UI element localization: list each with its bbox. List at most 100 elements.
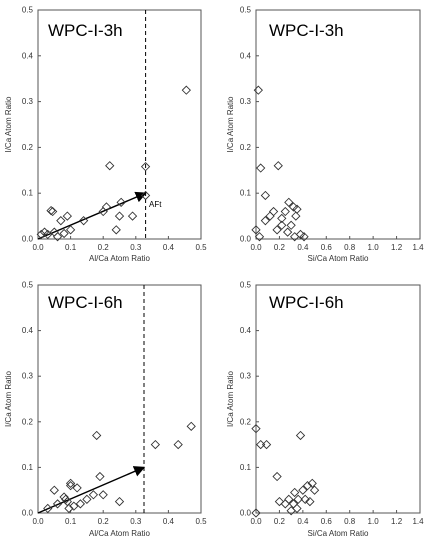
y-tick-label: 0.5 xyxy=(22,6,34,15)
data-point xyxy=(251,424,261,434)
y-tick-labels: 0.0 0.1 0.2 0.3 0.4 0.5 xyxy=(22,281,34,518)
x-tick-label: 0.0 xyxy=(250,517,262,526)
x-tick-labels: 0.0 0.2 0.4 0.6 0.8 1.0 1.2 1.4 xyxy=(250,243,424,252)
x-tick-label: 0.8 xyxy=(344,243,356,252)
y-tick-label: 0.1 xyxy=(240,189,252,198)
x-tick-label: 0.5 xyxy=(195,517,207,526)
x-tick-label: 1.0 xyxy=(368,517,380,526)
x-tick-label: 1.0 xyxy=(368,243,380,252)
x-tick-label: 0.4 xyxy=(297,243,309,252)
y-tick-label: 0.3 xyxy=(240,372,252,381)
data-point xyxy=(62,211,72,221)
data-point xyxy=(173,439,183,450)
x-axis-label: Si/Ca Atom Ratio xyxy=(308,529,369,538)
aft-annotation: AFt xyxy=(149,200,162,209)
panel-al-3h: WPC-I-3h AFt 0.0 0.1 0.2 0.3 0.4 0.5 0.0… xyxy=(4,6,207,264)
data-point xyxy=(75,499,86,509)
data-point xyxy=(284,197,294,207)
data-point xyxy=(116,197,126,207)
data-point xyxy=(293,494,303,504)
y-tick-label: 0.3 xyxy=(22,97,34,106)
y-axis-label: I/Ca Atom Ratio xyxy=(4,96,13,153)
data-point xyxy=(49,485,59,495)
data-point xyxy=(282,227,293,237)
data-point xyxy=(302,481,313,491)
data-point xyxy=(111,225,121,235)
y-tick-label: 0.2 xyxy=(240,143,252,152)
panel-title: WPC-I-3h xyxy=(269,21,344,40)
data-point xyxy=(277,213,287,224)
y-axis-label: I/Ca Atom Ratio xyxy=(4,370,13,427)
data-point xyxy=(295,430,306,441)
data-point xyxy=(140,190,151,201)
y-tick-label: 0.2 xyxy=(240,417,252,426)
data-point xyxy=(272,225,282,235)
data-point xyxy=(52,499,63,509)
y-tick-label: 0.1 xyxy=(22,463,34,472)
data-points xyxy=(251,9,421,242)
data-point xyxy=(309,485,320,495)
y-tick-label: 0.1 xyxy=(22,189,34,198)
data-point xyxy=(292,204,302,214)
x-tick-labels: 0.0 0.1 0.2 0.3 0.4 0.5 xyxy=(32,243,207,252)
data-point xyxy=(105,161,115,171)
y-tick-label: 0.4 xyxy=(240,326,252,335)
data-point xyxy=(95,471,105,482)
x-axis-label: Al/Ca Atom Ratio xyxy=(89,529,150,538)
y-tick-label: 0.5 xyxy=(240,6,252,15)
trend-arrow xyxy=(37,191,147,240)
y-tick-label: 0.0 xyxy=(22,509,34,518)
data-point xyxy=(299,232,309,242)
data-point xyxy=(307,478,317,488)
data-point xyxy=(43,229,53,240)
data-point xyxy=(286,220,296,230)
y-tick-label: 0.0 xyxy=(240,509,252,518)
data-point xyxy=(277,220,287,230)
panel-si-6h: WPC-I-6h 0.0 0.1 0.2 0.3 0.4 0.5 0.0 0.2… xyxy=(226,281,424,539)
data-point xyxy=(48,206,58,217)
y-axis-label: I/Ca Atom Ratio xyxy=(226,96,235,153)
x-tick-label: 0.4 xyxy=(297,517,309,526)
y-axis-label: I/Ca Atom Ratio xyxy=(226,370,235,427)
x-tick-label: 0.5 xyxy=(195,243,207,252)
x-tick-label: 0.8 xyxy=(344,517,356,526)
data-points xyxy=(37,284,202,514)
data-point xyxy=(72,483,82,493)
data-point xyxy=(260,190,271,201)
data-point xyxy=(181,85,191,95)
data-points xyxy=(36,9,202,242)
plot-frame xyxy=(255,9,421,240)
data-point xyxy=(260,216,271,226)
x-tick-label: 1.2 xyxy=(391,517,403,526)
data-point xyxy=(268,206,279,217)
x-tick-label: 0.1 xyxy=(65,517,77,526)
data-point xyxy=(251,225,261,235)
data-point xyxy=(280,206,290,217)
x-tick-label: 0.3 xyxy=(130,243,142,252)
data-point xyxy=(114,496,125,507)
x-tick-label: 1.4 xyxy=(412,517,424,526)
data-point xyxy=(261,439,272,450)
plot-frame xyxy=(37,9,202,240)
data-point xyxy=(52,232,63,242)
data-point xyxy=(254,232,265,242)
data-point xyxy=(61,494,71,504)
data-point xyxy=(292,503,302,514)
data-point xyxy=(36,229,46,240)
data-point xyxy=(46,205,56,216)
data-point xyxy=(69,501,79,511)
x-tick-label: 0.6 xyxy=(321,243,333,252)
y-tick-label: 0.3 xyxy=(240,97,252,106)
panel-title: WPC-I-6h xyxy=(269,293,344,312)
data-point xyxy=(114,211,125,221)
data-point xyxy=(88,490,99,500)
panel-title: WPC-I-6h xyxy=(48,293,123,312)
y-tick-label: 0.2 xyxy=(22,417,34,426)
data-point xyxy=(56,216,66,226)
x-tick-label: 0.4 xyxy=(163,517,175,526)
data-point xyxy=(92,430,102,441)
x-tick-label: 0.2 xyxy=(98,517,110,526)
data-point xyxy=(150,439,160,450)
y-tick-label: 0.5 xyxy=(240,281,252,290)
